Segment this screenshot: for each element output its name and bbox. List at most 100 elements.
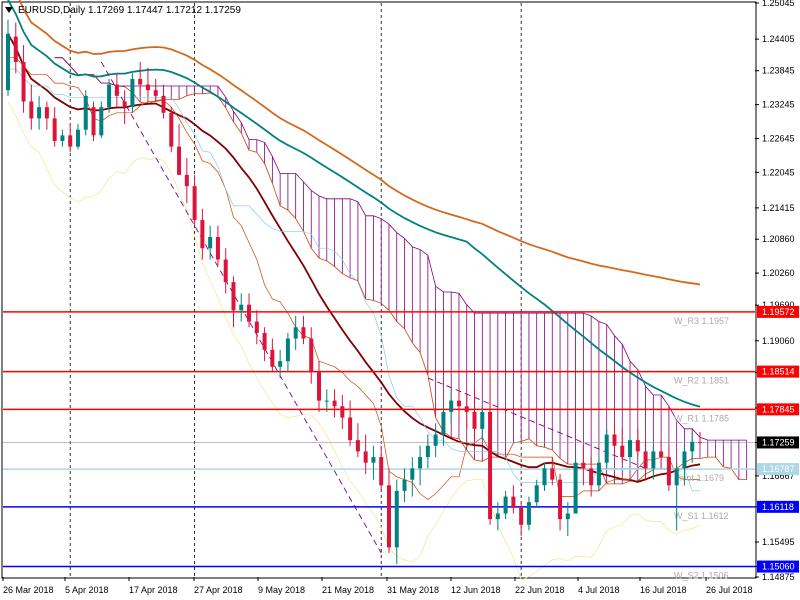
candle-body	[145, 84, 150, 91]
candle-body	[690, 441, 695, 452]
candle-body	[247, 304, 252, 322]
candle-body	[177, 146, 182, 175]
x-tick-label: 21 May 2018	[322, 585, 374, 595]
price-tag	[757, 463, 799, 476]
price-tag-label: 1.15060	[762, 562, 795, 572]
candle-body	[612, 434, 617, 446]
candle-body	[526, 502, 531, 525]
y-tick-label: 1.23245	[762, 100, 795, 110]
candle-body	[130, 78, 135, 108]
candle-body	[410, 468, 415, 480]
symbol-label: EURUSD,Daily	[18, 5, 85, 16]
candle-body	[83, 95, 88, 130]
candle-body	[278, 361, 283, 367]
candle-body	[386, 485, 391, 548]
y-tick-label: 1.22645	[762, 133, 795, 143]
candle-body	[355, 440, 360, 452]
candle-body	[301, 327, 306, 339]
x-tick-label: 5 Apr 2018	[65, 585, 109, 595]
candle-body	[324, 400, 329, 402]
chikou-line	[7, 101, 701, 581]
candle-body	[231, 282, 236, 311]
candle-body	[153, 90, 158, 96]
x-tick-label: 12 Jun 2018	[451, 585, 501, 595]
candle-body	[91, 107, 96, 136]
price-tag-label: 1.18514	[762, 367, 795, 377]
chart-menu-icon[interactable]	[5, 7, 13, 13]
candle-body	[348, 417, 353, 441]
candle-body	[270, 349, 275, 367]
candle-body	[309, 338, 314, 373]
candle-body	[698, 441, 702, 443]
pivot-level-label: W_R1 1.1785	[674, 413, 729, 423]
candle-body	[433, 434, 438, 446]
candle-body	[666, 457, 671, 486]
candle-body	[581, 462, 586, 469]
candle-body	[254, 321, 259, 333]
price-tag-label: 1.16787	[762, 464, 795, 474]
candle-body	[573, 462, 578, 514]
y-tick-label: 1.20860	[762, 234, 795, 244]
candle-body	[643, 451, 648, 469]
candle-body	[114, 84, 119, 96]
candle-body	[456, 400, 461, 407]
x-tick-label: 22 Jun 2018	[515, 585, 565, 595]
candle-body	[682, 451, 687, 469]
pivot-levels: W_R3 1.1957 W_R2 1.1851 W_R1 1.1785 Pivot 1…	[3, 311, 755, 581]
candle-body	[472, 411, 477, 429]
candle-body	[29, 101, 34, 119]
price-tag	[757, 500, 799, 513]
candle-body	[215, 236, 220, 260]
y-tick-label: 1.20260	[762, 268, 795, 278]
price-tag	[757, 365, 799, 378]
tenkan-line	[8, 57, 700, 500]
price-tags: 1.19572 1.18514 1.17845 1.17259 1.16787 1.161…	[757, 305, 799, 573]
plot-frame	[1, 1, 757, 579]
price-tag	[757, 305, 799, 318]
candle-body	[262, 332, 267, 350]
candle-body	[169, 112, 174, 147]
y-tick-label: 1.22045	[762, 167, 795, 177]
candle-body	[441, 411, 446, 435]
candle-body	[371, 457, 376, 463]
price-axis: 1.25045 1.24405 1.23845 1.23245 1.22645 1.220…	[755, 0, 795, 582]
candle-body	[192, 186, 197, 221]
x-tick-label: 4 Jul 2018	[578, 585, 620, 595]
candle-body	[519, 507, 524, 525]
candle-body	[161, 95, 166, 113]
candle-body	[285, 338, 290, 362]
pivot-level-label: Pivot 1.1679	[674, 473, 724, 483]
candle-body	[200, 220, 205, 249]
candle-body	[99, 107, 104, 136]
candle-body	[464, 406, 469, 412]
candle-body	[184, 174, 189, 187]
x-tick-label: 17 Apr 2018	[129, 585, 178, 595]
candle-body	[340, 406, 345, 418]
candle-body	[418, 457, 423, 469]
candle-body	[107, 84, 112, 108]
y-tick-label: 1.23845	[762, 66, 795, 76]
candle-body	[223, 259, 228, 283]
price-tag	[757, 436, 799, 449]
candle-body	[635, 440, 640, 452]
candle-body	[651, 451, 656, 469]
x-tick-label: 27 Apr 2018	[194, 585, 243, 595]
y-tick-label: 1.24405	[762, 34, 795, 44]
candle-body	[13, 36, 18, 62]
y-tick-label: 1.15495	[762, 537, 795, 547]
x-tick-label: 31 May 2018	[387, 585, 439, 595]
y-tick-label: 1.25045	[762, 0, 795, 8]
candle-body	[21, 61, 26, 102]
candles	[6, 19, 702, 565]
kijun-line	[8, 68, 700, 492]
candle-body	[449, 400, 454, 412]
y-tick-label: 1.16667	[762, 471, 795, 481]
candle-body	[363, 451, 368, 463]
candle-body	[6, 33, 10, 91]
candle-body	[68, 135, 73, 147]
candle-body	[488, 411, 493, 520]
price-tag-label: 1.17845	[762, 404, 795, 414]
candle-body	[558, 479, 563, 520]
price-tag-label: 1.16118	[762, 502, 794, 512]
